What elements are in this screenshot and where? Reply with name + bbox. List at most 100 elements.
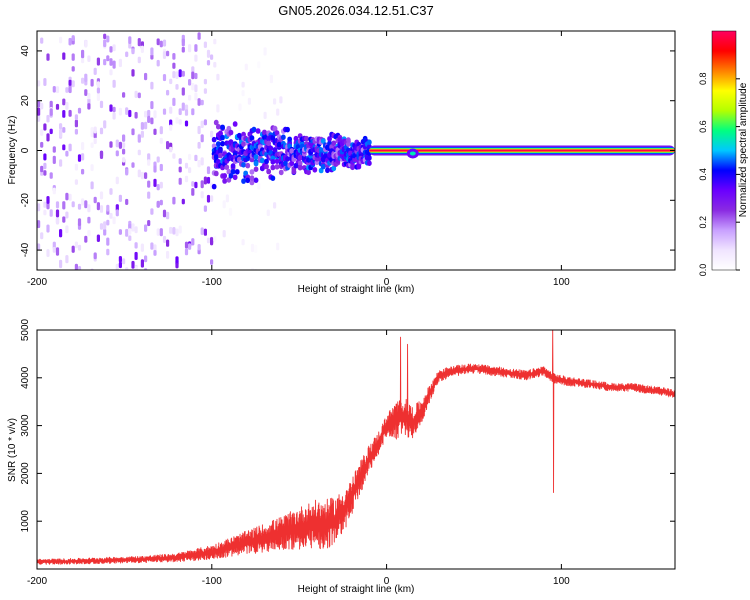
x-tick-label: 0 [384,576,390,587]
heatmap-cell [194,92,198,101]
heatmap-cell [74,263,78,270]
heatmap-cell [150,81,154,90]
heatmap-cell [213,61,217,68]
heatmap-cell [213,38,217,45]
colorbar-tick-label: 0.2 [698,216,708,229]
heatmap-cell [203,78,207,85]
heatmap-cell [144,255,148,263]
heatmap-cell [156,59,160,67]
heatmap-cell [43,209,47,216]
heatmap-cell [162,209,167,218]
heatmap-cell [241,81,245,88]
heatmap-cell [84,73,88,82]
heatmap-cell [115,263,119,270]
heatmap-cell [74,119,78,128]
heatmap-cell [93,137,97,145]
heatmap-cell [194,181,198,189]
heatmap-cell [46,53,50,61]
heatmap-cell [206,49,211,58]
heatmap-cell [226,168,232,175]
heatmap-cell [178,225,182,234]
heatmap-cell [77,107,82,114]
heatmap-cell [276,108,280,116]
heatmap-cell [81,168,85,175]
heatmap-cell [184,109,189,116]
heatmap-cell [112,216,116,225]
heatmap-cell [159,137,163,144]
heatmap-cell [278,169,284,176]
snr-ylabel: SNR (10 * v/v) [7,418,18,482]
heatmap-cell [232,121,238,127]
x-tick-label: -100 [202,576,222,587]
heatmap-cell [166,50,170,57]
heatmap-cell [184,248,189,256]
heatmap-cell [49,172,53,179]
heatmap-cell [188,79,192,86]
heatmap-cell [178,166,182,173]
heatmap-cell [181,102,185,111]
heatmap-cell [304,135,309,142]
heatmap-cell [289,148,295,154]
heatmap-cell [273,98,277,105]
heatmap-cell [134,90,138,98]
heatmap-cell [137,56,141,64]
heatmap-cell [59,123,63,130]
tone-line [369,149,675,152]
heatmap-cell [65,255,69,264]
heatmap-cell [254,244,258,253]
heatmap-cell [128,42,132,49]
heatmap-cell [77,244,82,251]
heatmap-cell [184,120,189,127]
heatmap-cell [131,223,135,232]
heatmap-cell [147,109,151,117]
heatmap-cell [150,54,154,60]
heatmap-cell [118,229,122,235]
heatmap-cell [99,191,104,200]
heatmap-cell [109,212,113,219]
heatmap-cell [55,209,60,218]
heatmap-cell [234,169,240,175]
heatmap-cell [169,106,173,114]
heatmap-cell [178,158,182,165]
heatmap-cell [206,176,211,184]
heatmap-cell [128,36,132,44]
heatmap-cell [118,261,122,269]
heatmap-cell [269,74,273,84]
heatmap-cell [291,168,297,175]
heatmap-cell [247,97,251,105]
heatmap-cell [125,168,129,176]
heatmap-cell [218,130,223,136]
heatmap-cell [140,122,144,130]
heatmap-cell [43,162,47,170]
heatmap-cell [68,79,72,86]
heatmap-cell [250,243,255,253]
spectrogram-ylabel: Frequency (Hz) [7,116,18,185]
heatmap-cell [175,256,179,264]
heatmap-cell [241,141,246,147]
heatmap-cell [191,181,195,187]
heatmap-cell [55,247,60,256]
heatmap-cell [279,96,283,104]
heatmap-cell [253,154,259,160]
heatmap-cell [184,175,189,183]
heatmap-cell [172,227,176,235]
heatmap-cell [96,92,100,101]
heatmap-cell [188,153,192,161]
heatmap-cell [49,108,53,116]
heatmap-cell [156,184,160,191]
heatmap-cell [131,260,135,269]
heatmap-cell [178,119,182,125]
heatmap-cell [134,251,138,260]
heatmap-cell [191,82,195,91]
heatmap-cell [134,226,138,234]
heatmap-cell [159,163,163,172]
heatmap-cell [96,57,100,66]
heatmap-cell [74,241,78,249]
heatmap-cell [224,164,230,170]
heatmap-cell [43,123,47,131]
heatmap-cell [276,242,280,251]
heatmap-cell [232,174,238,181]
heatmap-cell [90,78,94,87]
heatmap-cell [122,258,126,265]
heatmap-cell [74,128,78,135]
